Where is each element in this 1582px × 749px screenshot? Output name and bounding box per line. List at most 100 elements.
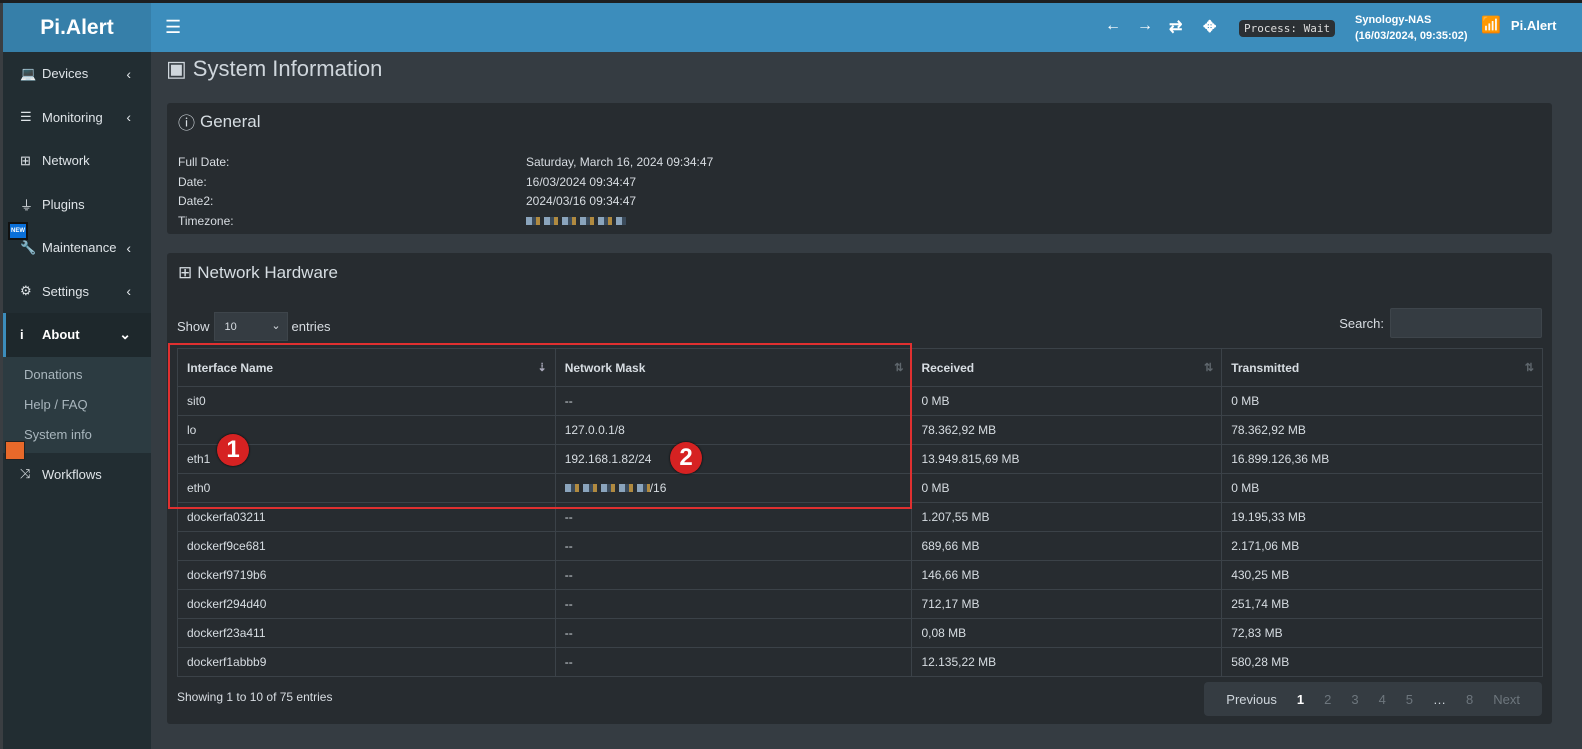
sidebar-item-label: Settings — [42, 283, 89, 299]
cell-text: 430,25 MB — [1231, 568, 1290, 582]
page-button[interactable]: … — [1433, 691, 1447, 707]
table-cell: 78.362,92 MB — [911, 415, 1223, 445]
process-status: Process: Wait — [1239, 20, 1336, 37]
new-badge: NEW — [8, 222, 28, 240]
column-header-label: Transmitted — [1231, 360, 1300, 375]
column-header[interactable]: Transmitted ⇅ — [1221, 348, 1543, 387]
table-cell: 127.0.0.1/8 — [554, 415, 913, 445]
cell-text: -- — [564, 510, 573, 524]
table-cell: dockerf9ce681 — [177, 531, 556, 561]
column-header[interactable]: Received ⇅ — [911, 348, 1223, 387]
table-cell: dockerf294d40 — [177, 589, 556, 619]
table-cell: dockerf9719b6 — [177, 560, 556, 590]
page-button[interactable]: 1 — [1296, 691, 1305, 707]
cell-text: 689,66 MB — [921, 539, 980, 553]
page-button[interactable]: 2 — [1324, 691, 1332, 707]
value-date: 16/03/2024 09:34:47 — [526, 174, 637, 189]
cell-text: 192.168.1.82/24 — [564, 452, 652, 466]
table-cell: 0 MB — [1221, 473, 1543, 503]
sidebar-item-label: Maintenance — [42, 240, 117, 256]
sidebar-item-about[interactable]: i About ⌄ — [3, 313, 151, 357]
sidebar-item-plugins[interactable]: ⏚ Plugins — [3, 183, 151, 227]
sidebar-subitem-system-info[interactable]: System info — [24, 426, 92, 442]
info-circle-icon: ⓘ — [178, 114, 195, 133]
sidebar-item-devices[interactable]: 💻 Devices ‹ — [3, 52, 151, 96]
arrow-left-icon[interactable]: ← — [1105, 17, 1121, 34]
laptop-icon: 💻 — [20, 65, 37, 81]
cell-text: 580,28 MB — [1231, 655, 1290, 669]
page-button[interactable]: 5 — [1405, 691, 1414, 707]
sidebar-item-label: About — [42, 327, 80, 343]
cell-text: 0 MB — [921, 394, 950, 408]
move-icon[interactable]: ✥ — [1203, 19, 1217, 36]
network-table: Interface Name ⇣ Network Mask ⇅ Received ⇅ Tra… — [177, 348, 1543, 677]
gear-icon: ⚙ — [20, 283, 32, 299]
cell-text: /16 — [649, 481, 667, 495]
table-row: dockerf9ce681 -- 689,66 MB 2.171,06 MB — [177, 531, 1543, 561]
cell-text: -- — [564, 539, 573, 553]
general-title-text: General — [200, 111, 261, 131]
sidebar-item-label: Workflows — [42, 466, 102, 482]
hamburger-icon[interactable]: ☰ — [165, 17, 182, 37]
sidebar-item-workflows[interactable]: ⤨ Workflows — [3, 453, 151, 497]
page-button[interactable]: 8 — [1466, 691, 1474, 707]
cell-text: 0 MB — [1231, 481, 1260, 495]
column-header[interactable]: Interface Name ⇣ — [177, 348, 556, 387]
label-timezone: Timezone: — [178, 213, 234, 228]
cell-text: dockerf9719b6 — [187, 568, 267, 582]
table-row: dockerf23a411 -- 0,08 MB 72,83 MB — [177, 618, 1543, 648]
table-row: lo 127.0.0.1/8 78.362,92 MB 78.362,92 MB — [177, 415, 1543, 445]
entries-select[interactable]: 10 ⌄ — [213, 312, 288, 341]
refresh-icon[interactable]: ⇄ — [1169, 19, 1183, 36]
info-icon: i — [20, 327, 24, 343]
table-cell: 251,74 MB — [1221, 589, 1543, 619]
cell-text: 1.207,55 MB — [921, 510, 990, 524]
column-header-label: Interface Name — [187, 360, 274, 375]
cell-text: 0 MB — [1231, 394, 1260, 408]
column-header-label: Network Mask — [564, 360, 646, 375]
sidebar-subitem-help-faq[interactable]: Help / FAQ — [24, 396, 88, 412]
search-input[interactable] — [1390, 308, 1542, 338]
table-row: dockerf9719b6 -- 146,66 MB 430,25 MB — [177, 560, 1543, 590]
next-button[interactable]: Next — [1493, 691, 1520, 707]
sidebar-item-settings[interactable]: ⚙ Settings ‹ — [3, 270, 151, 314]
sidebar-item-label: Network — [42, 153, 90, 169]
annotation-highlight-box — [168, 343, 912, 509]
logo[interactable]: Pi.Alert — [3, 3, 151, 52]
page-button[interactable]: 3 — [1351, 691, 1359, 707]
cell-text: -- — [564, 626, 573, 640]
previous-button[interactable]: Previous — [1226, 691, 1277, 707]
general-labels: Full Date: Date: Date2: Timezone: — [178, 153, 234, 231]
table-row: sit0 -- 0 MB 0 MB — [177, 386, 1543, 416]
cell-text: 72,83 MB — [1231, 626, 1283, 640]
table-row: eth0/16 0 MB 0 MB — [177, 473, 1543, 503]
chevron-left-icon: ‹ — [126, 109, 131, 126]
entries-label: entries — [291, 319, 331, 334]
column-header[interactable]: Network Mask ⇅ — [554, 348, 913, 387]
cell-text: -- — [564, 597, 573, 611]
table-cell: 19.195,33 MB — [1221, 502, 1543, 532]
label-full-date: Full Date: — [178, 155, 230, 169]
cell-text: eth0 — [187, 481, 211, 495]
cell-text: 13.949.815,69 MB — [921, 452, 1020, 466]
sidebar-item-maintenance[interactable]: 🔧 Maintenance ‹ — [3, 226, 151, 270]
cell-text: 78.362,92 MB — [921, 423, 997, 437]
page-button[interactable]: 4 — [1378, 691, 1386, 707]
arrow-right-icon[interactable]: → — [1137, 17, 1153, 34]
table-cell: -- — [554, 589, 913, 619]
user-menu[interactable]: 📶 Pi.Alert — [1481, 15, 1556, 35]
cell-text: 2.171,06 MB — [1231, 539, 1300, 553]
cell-text: -- — [564, 394, 573, 408]
safety-vest-icon — [5, 441, 25, 460]
sidebar-item-monitoring[interactable]: ☰ Monitoring ‹ — [3, 96, 151, 140]
table-cell: 16.899.126,36 MB — [1221, 444, 1543, 474]
table-cell: eth0 — [177, 473, 556, 503]
sidebar-subitem-donations[interactable]: Donations — [24, 366, 83, 382]
network-icon: ⊞ — [20, 152, 31, 168]
sidebar-item-network[interactable]: ⊞ Network — [3, 139, 151, 183]
network-title: ⊞ Network Hardware — [178, 263, 338, 283]
table-cell: /16 — [554, 473, 913, 503]
cell-text: 78.362,92 MB — [1231, 423, 1306, 437]
cell-text: 12.135,22 MB — [921, 655, 997, 669]
user-name: Pi.Alert — [1510, 17, 1557, 33]
